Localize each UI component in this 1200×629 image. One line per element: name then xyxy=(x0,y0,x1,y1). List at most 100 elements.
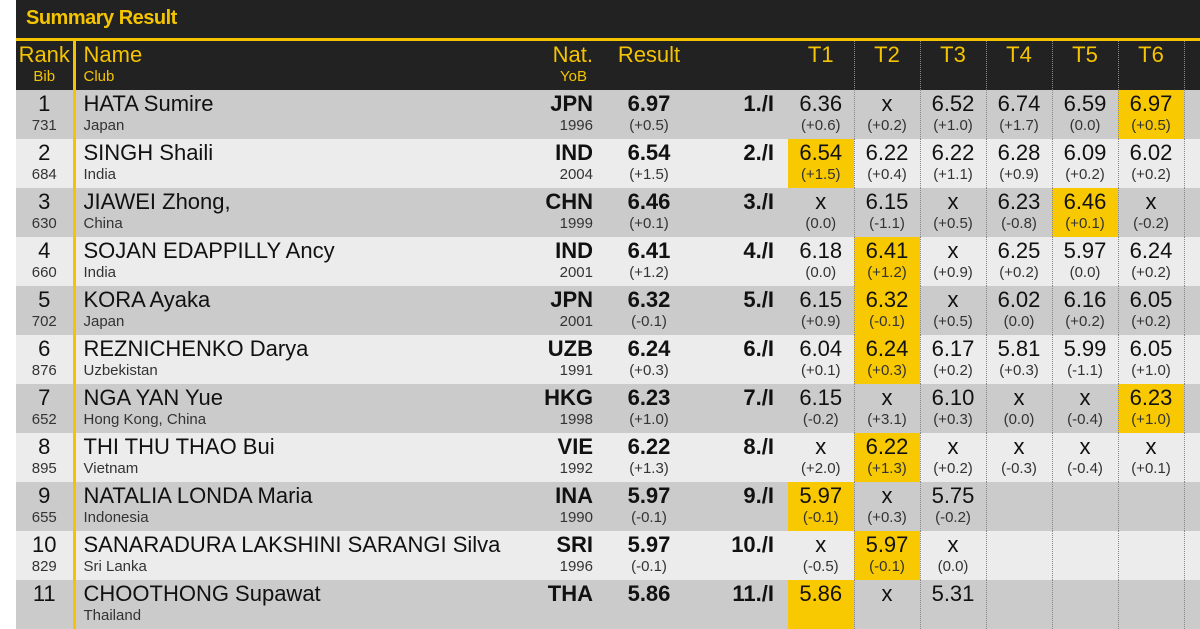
athlete-name[interactable]: JIAWEI Zhong, xyxy=(83,189,231,214)
athlete-name[interactable]: SOJAN EDAPPILLY Ancy xyxy=(83,238,335,263)
trial-cell-t5 xyxy=(1051,482,1118,531)
athlete-name[interactable]: SANARADURA LAKSHINI SARANGI Silva xyxy=(83,532,501,557)
extra-cell xyxy=(1183,482,1200,531)
trial-cell-t6: x (-0.2) xyxy=(1117,188,1184,237)
table-row[interactable]: 7 652 NGA YAN Yue Hong Kong, China HKG 1998… xyxy=(16,384,1200,433)
trial-cell-t5 xyxy=(1051,580,1118,629)
results-table: Rank Bib Name Club Nat. YoB Result T1 T2 T3… xyxy=(16,41,1200,629)
athlete-club: Vietnam xyxy=(83,460,139,477)
rank-bib-header[interactable]: Rank Bib xyxy=(16,41,76,90)
t5-header[interactable]: T5 xyxy=(1051,41,1118,90)
trial-cell-t6: 6.24 (+0.2) xyxy=(1117,237,1184,286)
athlete-club: Indonesia xyxy=(83,509,149,526)
result-cell: 6.97 (+0.5) xyxy=(627,91,671,134)
trial-cell-t5: x (-0.4) xyxy=(1051,433,1118,482)
athlete-cell: SINGH Shaili India xyxy=(74,139,519,188)
rank-cell: 11 xyxy=(16,580,76,629)
trial-cell-t2: x (+0.2) xyxy=(853,90,920,139)
trial-cell-t3: 6.22 (+1.1) xyxy=(919,139,986,188)
trial-cell-t5 xyxy=(1051,531,1118,580)
result-cell: 6.22 (+1.3) xyxy=(627,434,671,477)
name-club-header[interactable]: Name Club xyxy=(83,42,143,85)
trial-cell-t3: x (0.0) xyxy=(919,531,986,580)
extra-header xyxy=(1183,41,1200,90)
athlete-club: Uzbekistan xyxy=(83,362,158,379)
t1-header[interactable]: T1 xyxy=(807,42,834,67)
trial-cell-t1: x (0.0) xyxy=(805,189,837,232)
athlete-club: India xyxy=(83,264,117,281)
nat-cell: HKG 1998 xyxy=(544,385,593,428)
t6-header[interactable]: T6 xyxy=(1117,41,1184,90)
athlete-name[interactable]: HATA Sumire xyxy=(83,91,214,116)
athlete-name[interactable]: NATALIA LONDA Maria xyxy=(83,483,313,508)
trial-cell-t2: 6.15 (-1.1) xyxy=(853,188,920,237)
table-row[interactable]: 4 660 SOJAN EDAPPILLY Ancy India IND 2001 6… xyxy=(16,237,1200,286)
trial-cell-t1: 6.04 (+0.1) xyxy=(799,336,843,379)
table-row[interactable]: 11 CHOOTHONG Supawat Thailand THA 5.86 11… xyxy=(16,580,1200,629)
athlete-club: Sri Lanka xyxy=(83,558,147,575)
table-header-row: Rank Bib Name Club Nat. YoB Result T1 T2 T3… xyxy=(16,41,1200,90)
trial-cell-t2: 5.97 (-0.1) xyxy=(853,531,920,580)
athlete-club: Hong Kong, China xyxy=(83,411,207,428)
trial-cell-t4 xyxy=(985,531,1052,580)
trial-cell-t2: 6.24 (+0.3) xyxy=(853,335,920,384)
header-divider xyxy=(16,38,1200,41)
trial-cell-t1: 6.54 (+1.5) xyxy=(788,139,854,188)
table-row[interactable]: 10 829 SANARADURA LAKSHINI SARANGI Silva S… xyxy=(16,531,1200,580)
trial-cell-t2: 6.22 (+0.4) xyxy=(853,139,920,188)
athlete-name[interactable]: REZNICHENKO Darya xyxy=(83,336,309,361)
rank-cell: 9 655 xyxy=(16,482,76,531)
trial-cell-t2: x (+0.3) xyxy=(853,482,920,531)
athlete-club: Thailand xyxy=(83,607,142,624)
trial-cell-t4: 6.23 (-0.8) xyxy=(985,188,1052,237)
result-cell: 6.24 (+0.3) xyxy=(627,336,671,379)
table-row[interactable]: 6 876 REZNICHENKO Darya Uzbekistan UZB 1991… xyxy=(16,335,1200,384)
trial-cell-t3: x (+0.5) xyxy=(919,286,986,335)
trial-cell-t4: 6.02 (0.0) xyxy=(985,286,1052,335)
athlete-name[interactable]: NGA YAN Yue xyxy=(83,385,223,410)
athlete-cell: JIAWEI Zhong, China xyxy=(74,188,519,237)
nat-cell: THA xyxy=(547,581,593,606)
table-row[interactable]: 9 655 NATALIA LONDA Maria Indonesia INA 199… xyxy=(16,482,1200,531)
trial-cell-t4 xyxy=(985,580,1052,629)
trial-cell-t4: 6.28 (+0.9) xyxy=(985,139,1052,188)
extra-cell xyxy=(1183,580,1200,629)
place-cell: 5./I xyxy=(743,287,774,312)
table-row[interactable]: 1 731 HATA Sumire Japan JPN 1996 6.97 (+0.5)… xyxy=(16,90,1200,139)
rank-cell: 3 630 xyxy=(16,188,76,237)
table-row[interactable]: 8 895 THI THU THAO Bui Vietnam VIE 1992 6.2… xyxy=(16,433,1200,482)
athlete-cell: HATA Sumire Japan xyxy=(74,90,519,139)
trial-cell-t1: 6.15 (-0.2) xyxy=(799,385,843,428)
athlete-club: India xyxy=(83,166,117,183)
athlete-name[interactable]: THI THU THAO Bui xyxy=(83,434,275,459)
result-header[interactable]: Result xyxy=(617,42,681,67)
athlete-cell: SOJAN EDAPPILLY Ancy India xyxy=(74,237,519,286)
trial-cell-t5: 5.97 (0.0) xyxy=(1051,237,1118,286)
trial-cell-t1: 5.86 xyxy=(788,580,854,629)
panel-title: Summary Result xyxy=(16,0,1200,38)
extra-cell xyxy=(1183,531,1200,580)
table-row[interactable]: 5 702 KORA Ayaka Japan JPN 2001 6.32 (-0.1) … xyxy=(16,286,1200,335)
table-row[interactable]: 3 630 JIAWEI Zhong, China CHN 1999 6.46 (+0.… xyxy=(16,188,1200,237)
athlete-name[interactable]: CHOOTHONG Supawat xyxy=(83,581,321,606)
table-row[interactable]: 2 684 SINGH Shaili India IND 2004 6.54 (+1.5… xyxy=(16,139,1200,188)
athlete-cell: REZNICHENKO Darya Uzbekistan xyxy=(74,335,519,384)
t3-header[interactable]: T3 xyxy=(919,41,986,90)
trial-cell-t3: x (+0.9) xyxy=(919,237,986,286)
nat-yob-header[interactable]: Nat. YoB xyxy=(552,42,593,85)
place-cell: 6./I xyxy=(743,336,774,361)
trial-cell-t6: 6.05 (+1.0) xyxy=(1117,335,1184,384)
trial-cell-t4: x (-0.3) xyxy=(985,433,1052,482)
trial-cell-t1: 6.15 (+0.9) xyxy=(799,287,843,330)
t4-header[interactable]: T4 xyxy=(985,41,1052,90)
trial-cell-t6: x (+0.1) xyxy=(1117,433,1184,482)
nat-cell: VIE 1992 xyxy=(557,434,593,477)
trial-cell-t6 xyxy=(1117,482,1184,531)
trial-cell-t5: 6.09 (+0.2) xyxy=(1051,139,1118,188)
athlete-name[interactable]: KORA Ayaka xyxy=(83,287,211,312)
trial-cell-t2: 6.41 (+1.2) xyxy=(853,237,920,286)
rank-cell: 6 876 xyxy=(16,335,76,384)
athlete-name[interactable]: SINGH Shaili xyxy=(83,140,214,165)
t2-header[interactable]: T2 xyxy=(853,41,920,90)
athlete-cell: NGA YAN Yue Hong Kong, China xyxy=(74,384,519,433)
